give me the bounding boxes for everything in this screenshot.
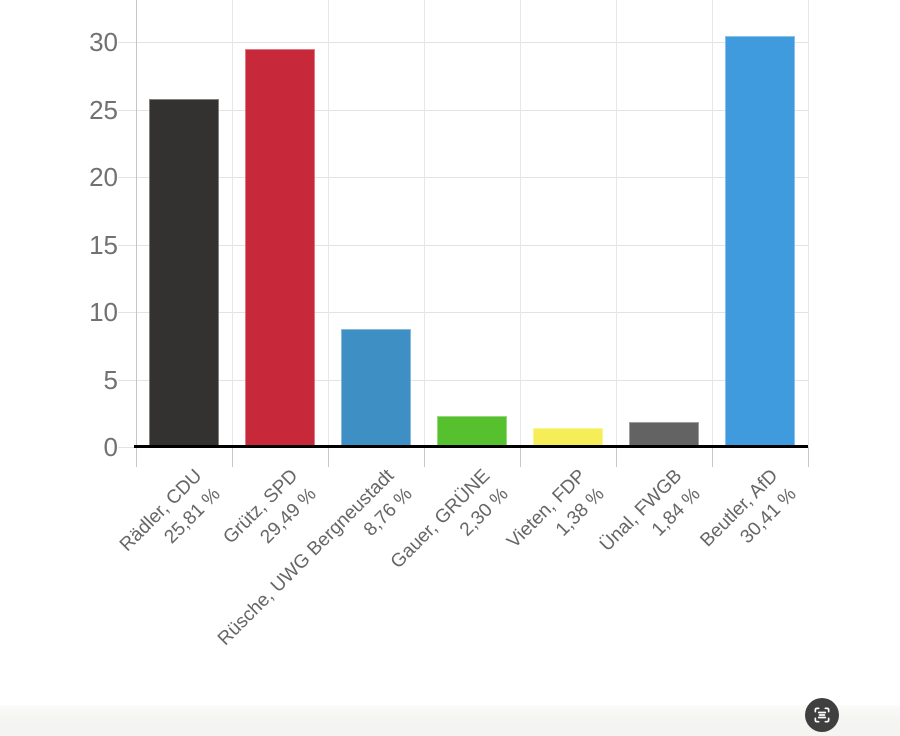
v-gridline [520,0,521,447]
v-gridline [616,0,617,447]
h-gridline [118,380,808,381]
y-axis-tick-label: 5 [103,365,118,395]
x-axis-tick [232,447,233,467]
v-gridline [808,0,809,447]
v-gridline [232,0,233,447]
v-gridline [712,0,713,447]
x-axis-tick [712,447,713,467]
y-axis-tick-label: 20 [89,162,118,192]
y-axis-line [136,0,137,447]
x-axis-tick [808,447,809,467]
x-axis-tick [616,447,617,467]
h-gridline [118,177,808,178]
y-axis-tick-label: 30 [89,27,118,57]
x-axis-tick [520,447,521,467]
y-axis-tick-label: 10 [89,297,118,327]
bar-gauer-gr-ne[interactable] [437,416,507,447]
scan-button[interactable] [805,698,839,732]
bar-gr-tz-spd[interactable] [245,49,315,447]
bar-r-dler-cdu[interactable] [149,99,219,447]
x-axis-tick [136,447,137,467]
x-axis-tick [328,447,329,467]
h-gridline [118,110,808,111]
y-axis-tick-label: 15 [89,230,118,260]
y-axis-tick-label: 25 [89,95,118,125]
bar-beutler-afd[interactable] [725,36,795,447]
v-gridline [328,0,329,447]
h-gridline [118,245,808,246]
v-gridline [424,0,425,447]
bar-r-sche-uwg-bergneustadt[interactable] [341,329,411,447]
bar-nal-fwgb[interactable] [629,422,699,447]
x-axis-tick [424,447,425,467]
y-axis-tick-label: 0 [103,432,118,462]
bottom-strip [0,705,900,736]
h-gridline [118,42,808,43]
scan-lines-icon [812,705,832,725]
x-axis-line [134,445,808,448]
h-gridline [118,312,808,313]
